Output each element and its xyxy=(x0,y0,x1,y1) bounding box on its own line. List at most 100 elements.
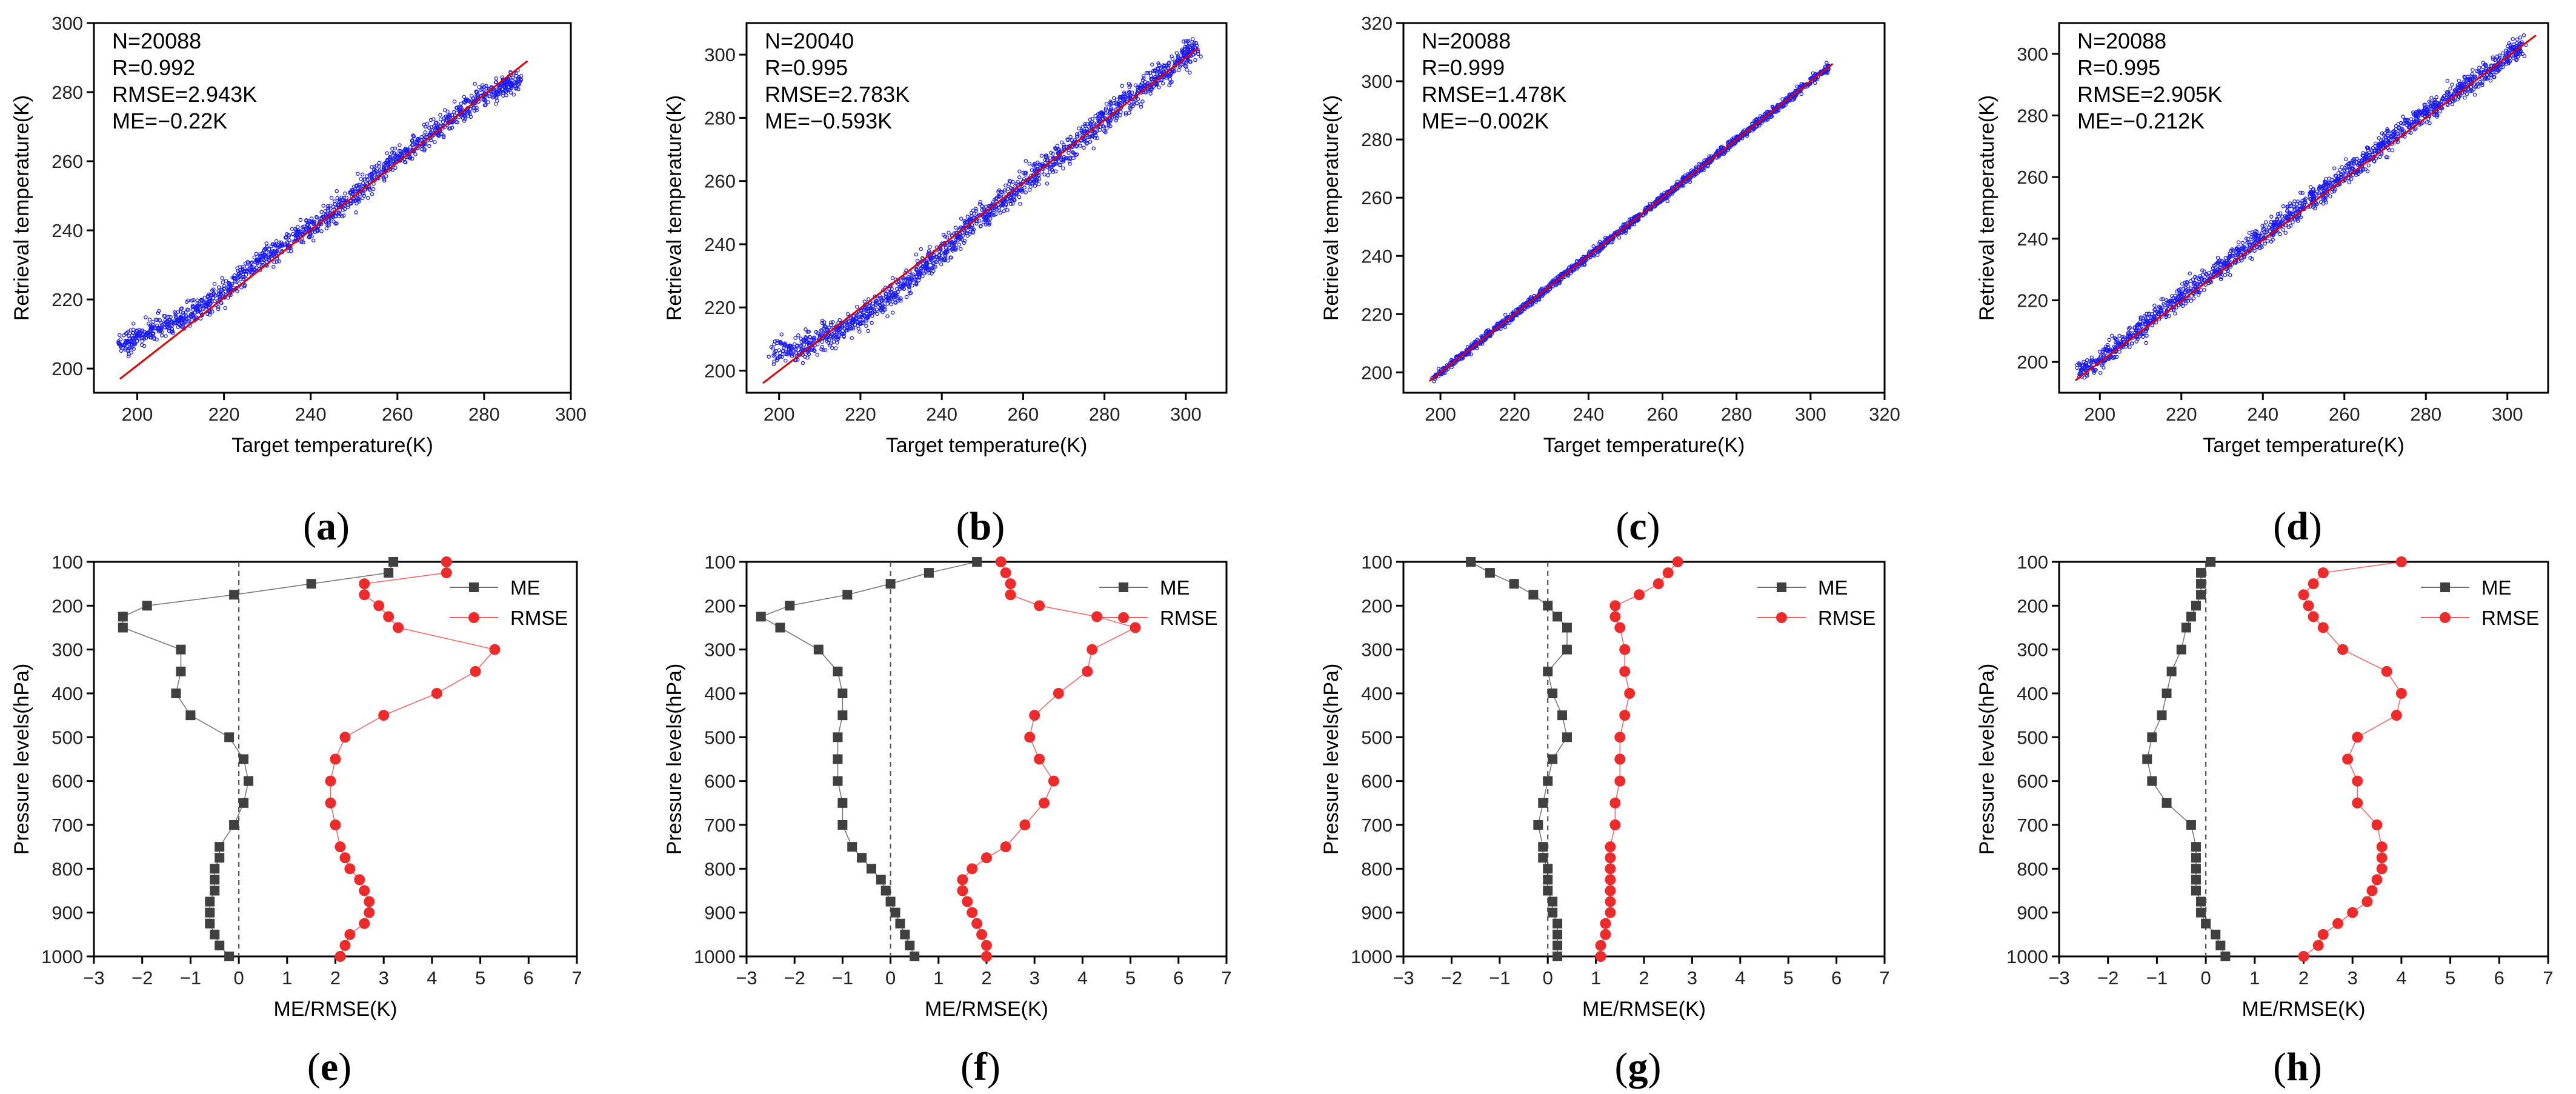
scatter-point xyxy=(886,295,890,299)
scatter-point xyxy=(267,256,271,260)
scatter-point xyxy=(419,138,424,142)
scatter-point xyxy=(2183,301,2188,305)
scatter-point xyxy=(264,250,268,255)
scatter-point xyxy=(1077,126,1081,131)
scatter-point xyxy=(1163,68,1168,73)
scatter-point xyxy=(490,90,494,95)
scatter-point xyxy=(498,90,502,95)
scatter-point xyxy=(1048,155,1053,160)
scatter-point xyxy=(999,189,1003,194)
scatter-point xyxy=(2107,350,2112,354)
scatter-point xyxy=(1120,84,1124,88)
scatter-point xyxy=(1057,158,1061,163)
scatter-point xyxy=(906,282,910,286)
scatter-point xyxy=(782,343,787,348)
scatter-point xyxy=(332,199,337,204)
scatter-point xyxy=(411,135,416,139)
scatter-point xyxy=(429,124,434,129)
scatter-point xyxy=(321,204,325,208)
scatter-point xyxy=(370,176,374,181)
scatter-point xyxy=(1617,235,1622,240)
scatter-point xyxy=(1054,161,1059,166)
scatter-point xyxy=(1103,106,1108,111)
x-tick-label: 300 xyxy=(2492,404,2523,425)
scatter-point xyxy=(1109,106,1113,111)
y-axis-label: Retrieval temperature(K) xyxy=(1320,95,1343,321)
scatter-point xyxy=(126,349,130,353)
scatter-point xyxy=(204,304,208,308)
scatter-point xyxy=(116,342,121,346)
scatter-point xyxy=(231,276,236,281)
stat-rmse: RMSE=2.943K xyxy=(112,82,257,107)
scatter-point xyxy=(1812,73,1817,78)
scatter-point xyxy=(438,113,442,117)
scatter-point xyxy=(135,339,139,344)
scatter-point xyxy=(959,235,963,239)
scatter-point xyxy=(904,295,909,299)
scatter-point xyxy=(1142,76,1146,81)
scatter-point xyxy=(831,336,836,341)
scatter-point xyxy=(253,267,257,272)
scatter-point xyxy=(218,295,222,299)
scatter-point xyxy=(267,257,271,262)
scatter-point xyxy=(839,332,844,336)
scatter-point xyxy=(295,229,299,233)
scatter-point xyxy=(486,100,490,104)
scatter-point xyxy=(517,75,521,79)
y-tick-label: 240 xyxy=(704,234,736,255)
scatter-point xyxy=(257,258,262,263)
scatter-point xyxy=(372,170,377,175)
scatter-point xyxy=(855,304,859,309)
scatter-point xyxy=(398,143,402,147)
scatter-point xyxy=(899,296,903,301)
scatter-point xyxy=(939,262,944,267)
scatter-point xyxy=(1172,68,1177,73)
scatter-point xyxy=(212,282,217,286)
scatter-point xyxy=(829,334,833,338)
scatter-point xyxy=(1123,112,1128,117)
x-tick-label: 220 xyxy=(1499,404,1530,425)
scatter-point xyxy=(293,227,298,232)
scatter-point xyxy=(2219,275,2223,279)
scatter-point xyxy=(360,172,365,177)
scatter-point xyxy=(1140,78,1145,82)
scatter-point xyxy=(334,189,339,193)
scatter-point xyxy=(1042,172,1047,177)
scatter-point xyxy=(2211,264,2216,268)
scatter-point xyxy=(383,161,388,165)
scatter-point xyxy=(182,327,186,331)
scatter-point xyxy=(323,208,328,213)
scatter-point xyxy=(1190,43,1194,47)
scatter-point xyxy=(384,174,388,178)
scatter-point xyxy=(190,298,194,302)
scatter-point xyxy=(1190,37,1195,41)
scatter-point xyxy=(1065,138,1070,142)
scatter-point xyxy=(1140,99,1145,104)
scatter-point xyxy=(1038,163,1042,168)
y-tick-label: 220 xyxy=(704,297,736,318)
scatter-point xyxy=(951,242,956,247)
scatter-point xyxy=(2102,361,2106,365)
scatter-point xyxy=(258,254,262,258)
y-tick-label: 280 xyxy=(704,107,736,128)
scatter-point xyxy=(1110,115,1114,120)
stat-me: ME=−0.593K xyxy=(765,108,892,133)
scatter-point xyxy=(1093,133,1098,138)
scatter-point xyxy=(1023,173,1028,177)
scatter-point xyxy=(124,332,128,336)
scatter-point xyxy=(2161,297,2165,301)
scatter-point xyxy=(299,232,304,236)
scatter-point xyxy=(927,271,931,276)
scatter-point xyxy=(140,333,145,337)
scatter-point xyxy=(1057,147,1061,152)
stat-n: N=20040 xyxy=(765,28,854,53)
scatter-point xyxy=(195,304,199,309)
scatter-point xyxy=(1479,334,1483,339)
scatter-point xyxy=(821,348,826,352)
x-axis-label: Target temperature(K) xyxy=(231,434,433,457)
scatter-point xyxy=(767,355,771,359)
scatter-point xyxy=(125,339,130,343)
scatter-point xyxy=(1704,158,1709,162)
scatter-point xyxy=(2147,312,2151,316)
scatter-point xyxy=(851,326,856,331)
